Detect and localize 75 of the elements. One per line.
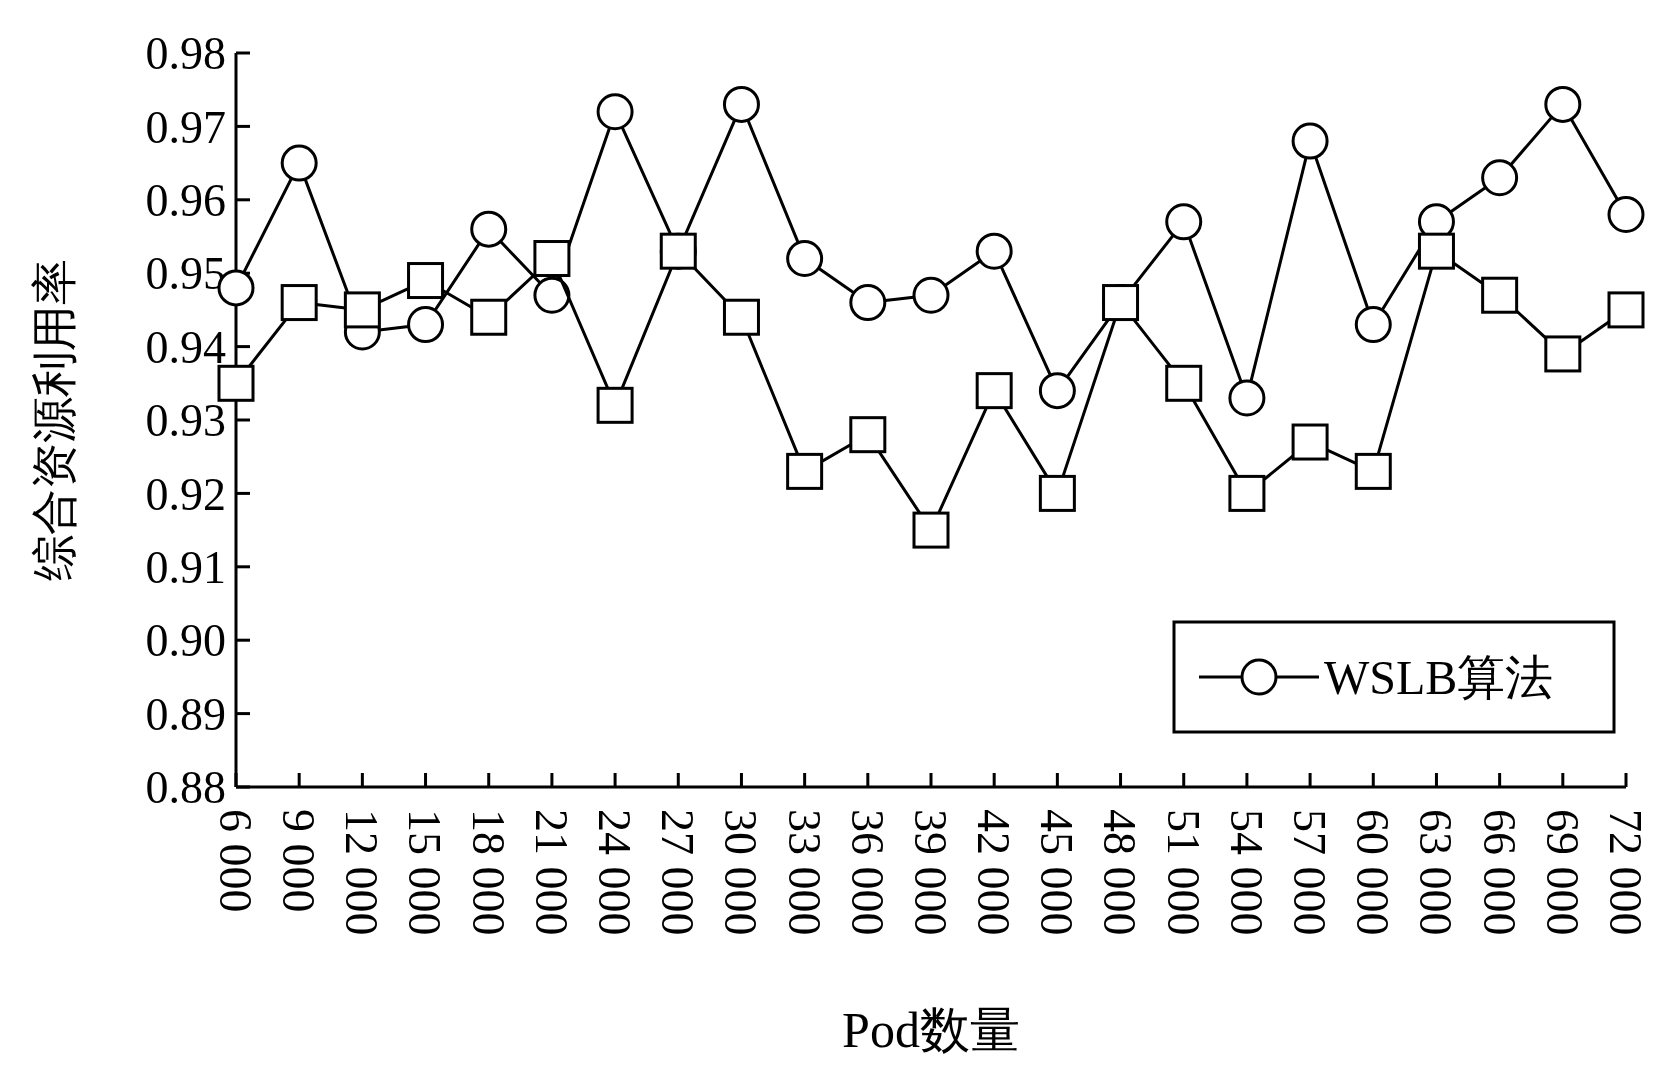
x-tick-label: 42 000: [968, 809, 1020, 936]
y-tick-label: 0.94: [145, 321, 226, 373]
point: [975, 232, 1013, 270]
point: [849, 416, 887, 454]
point: [1354, 306, 1392, 344]
y-axis-title: 综合资源利用率: [29, 259, 80, 581]
point: [1228, 379, 1266, 417]
point: [786, 452, 824, 490]
point: [533, 276, 571, 314]
x-tick-label: 30 000: [715, 809, 767, 936]
point: [407, 262, 445, 300]
point: [1038, 372, 1076, 410]
y-tick-label: 0.89: [145, 688, 226, 740]
point: [912, 511, 950, 549]
x-tick-label: 48 000: [1094, 809, 1146, 936]
x-tick-label: 72 000: [1599, 809, 1651, 936]
point: [596, 93, 634, 131]
point: [1291, 423, 1329, 461]
point: [280, 144, 318, 182]
point: [1102, 284, 1140, 322]
point: [975, 372, 1013, 410]
x-tick-label: 27 000: [652, 809, 704, 936]
x-tick-label: 51 000: [1157, 809, 1209, 936]
y-tick-label: 0.97: [145, 101, 226, 153]
point: [1544, 335, 1582, 373]
x-tick-label: 15 000: [399, 809, 451, 936]
point: [722, 85, 760, 123]
x-axis-title: Pod数量: [842, 1002, 1020, 1058]
x-tick-label: 18 000: [462, 809, 514, 936]
x-tick-label: 24 000: [588, 809, 640, 936]
x-tick-label: 33 000: [778, 809, 830, 936]
point: [1417, 232, 1455, 270]
point: [407, 306, 445, 344]
x-tick-label: 60 000: [1347, 809, 1399, 936]
x-tick-label: 69 000: [1536, 809, 1588, 936]
legend-label: WSLB算法: [1324, 650, 1554, 704]
x-tick-label: 21 000: [525, 809, 577, 936]
point: [470, 298, 508, 336]
point: [1165, 364, 1203, 402]
point: [1607, 195, 1645, 233]
point: [343, 291, 381, 329]
x-tick-label: 12 000: [336, 809, 388, 936]
y-tick-label: 0.91: [145, 541, 226, 593]
point: [470, 210, 508, 248]
point: [1481, 159, 1519, 197]
x-tick-label: 9 000: [273, 809, 325, 913]
point: [1354, 452, 1392, 490]
x-tick-label: 66 000: [1473, 809, 1525, 936]
x-tick-label: 45 000: [1031, 809, 1083, 936]
point: [659, 232, 697, 270]
point: [786, 240, 824, 278]
point: [1291, 122, 1329, 160]
point: [849, 284, 887, 322]
x-tick-label: 57 000: [1283, 809, 1335, 936]
point: [217, 364, 255, 402]
y-tick-label: 0.92: [145, 468, 226, 520]
x-tick-label: 39 000: [904, 809, 956, 936]
y-tick-label: 0.96: [145, 174, 226, 226]
point: [1228, 474, 1266, 512]
point: [1165, 203, 1203, 241]
point: [1607, 291, 1645, 329]
point: [596, 386, 634, 424]
y-tick-label: 0.90: [145, 615, 226, 667]
y-tick-label: 0.93: [145, 395, 226, 447]
point: [1544, 85, 1582, 123]
x-tick-label: 63 000: [1410, 809, 1462, 936]
point: [1481, 276, 1519, 314]
x-tick-label: 54 000: [1220, 809, 1272, 936]
point: [1038, 474, 1076, 512]
point: [280, 284, 318, 322]
point: [722, 298, 760, 336]
point: [533, 240, 571, 278]
x-tick-label: 36 000: [841, 809, 893, 936]
y-tick-label: 0.98: [145, 28, 226, 80]
point: [912, 276, 950, 314]
